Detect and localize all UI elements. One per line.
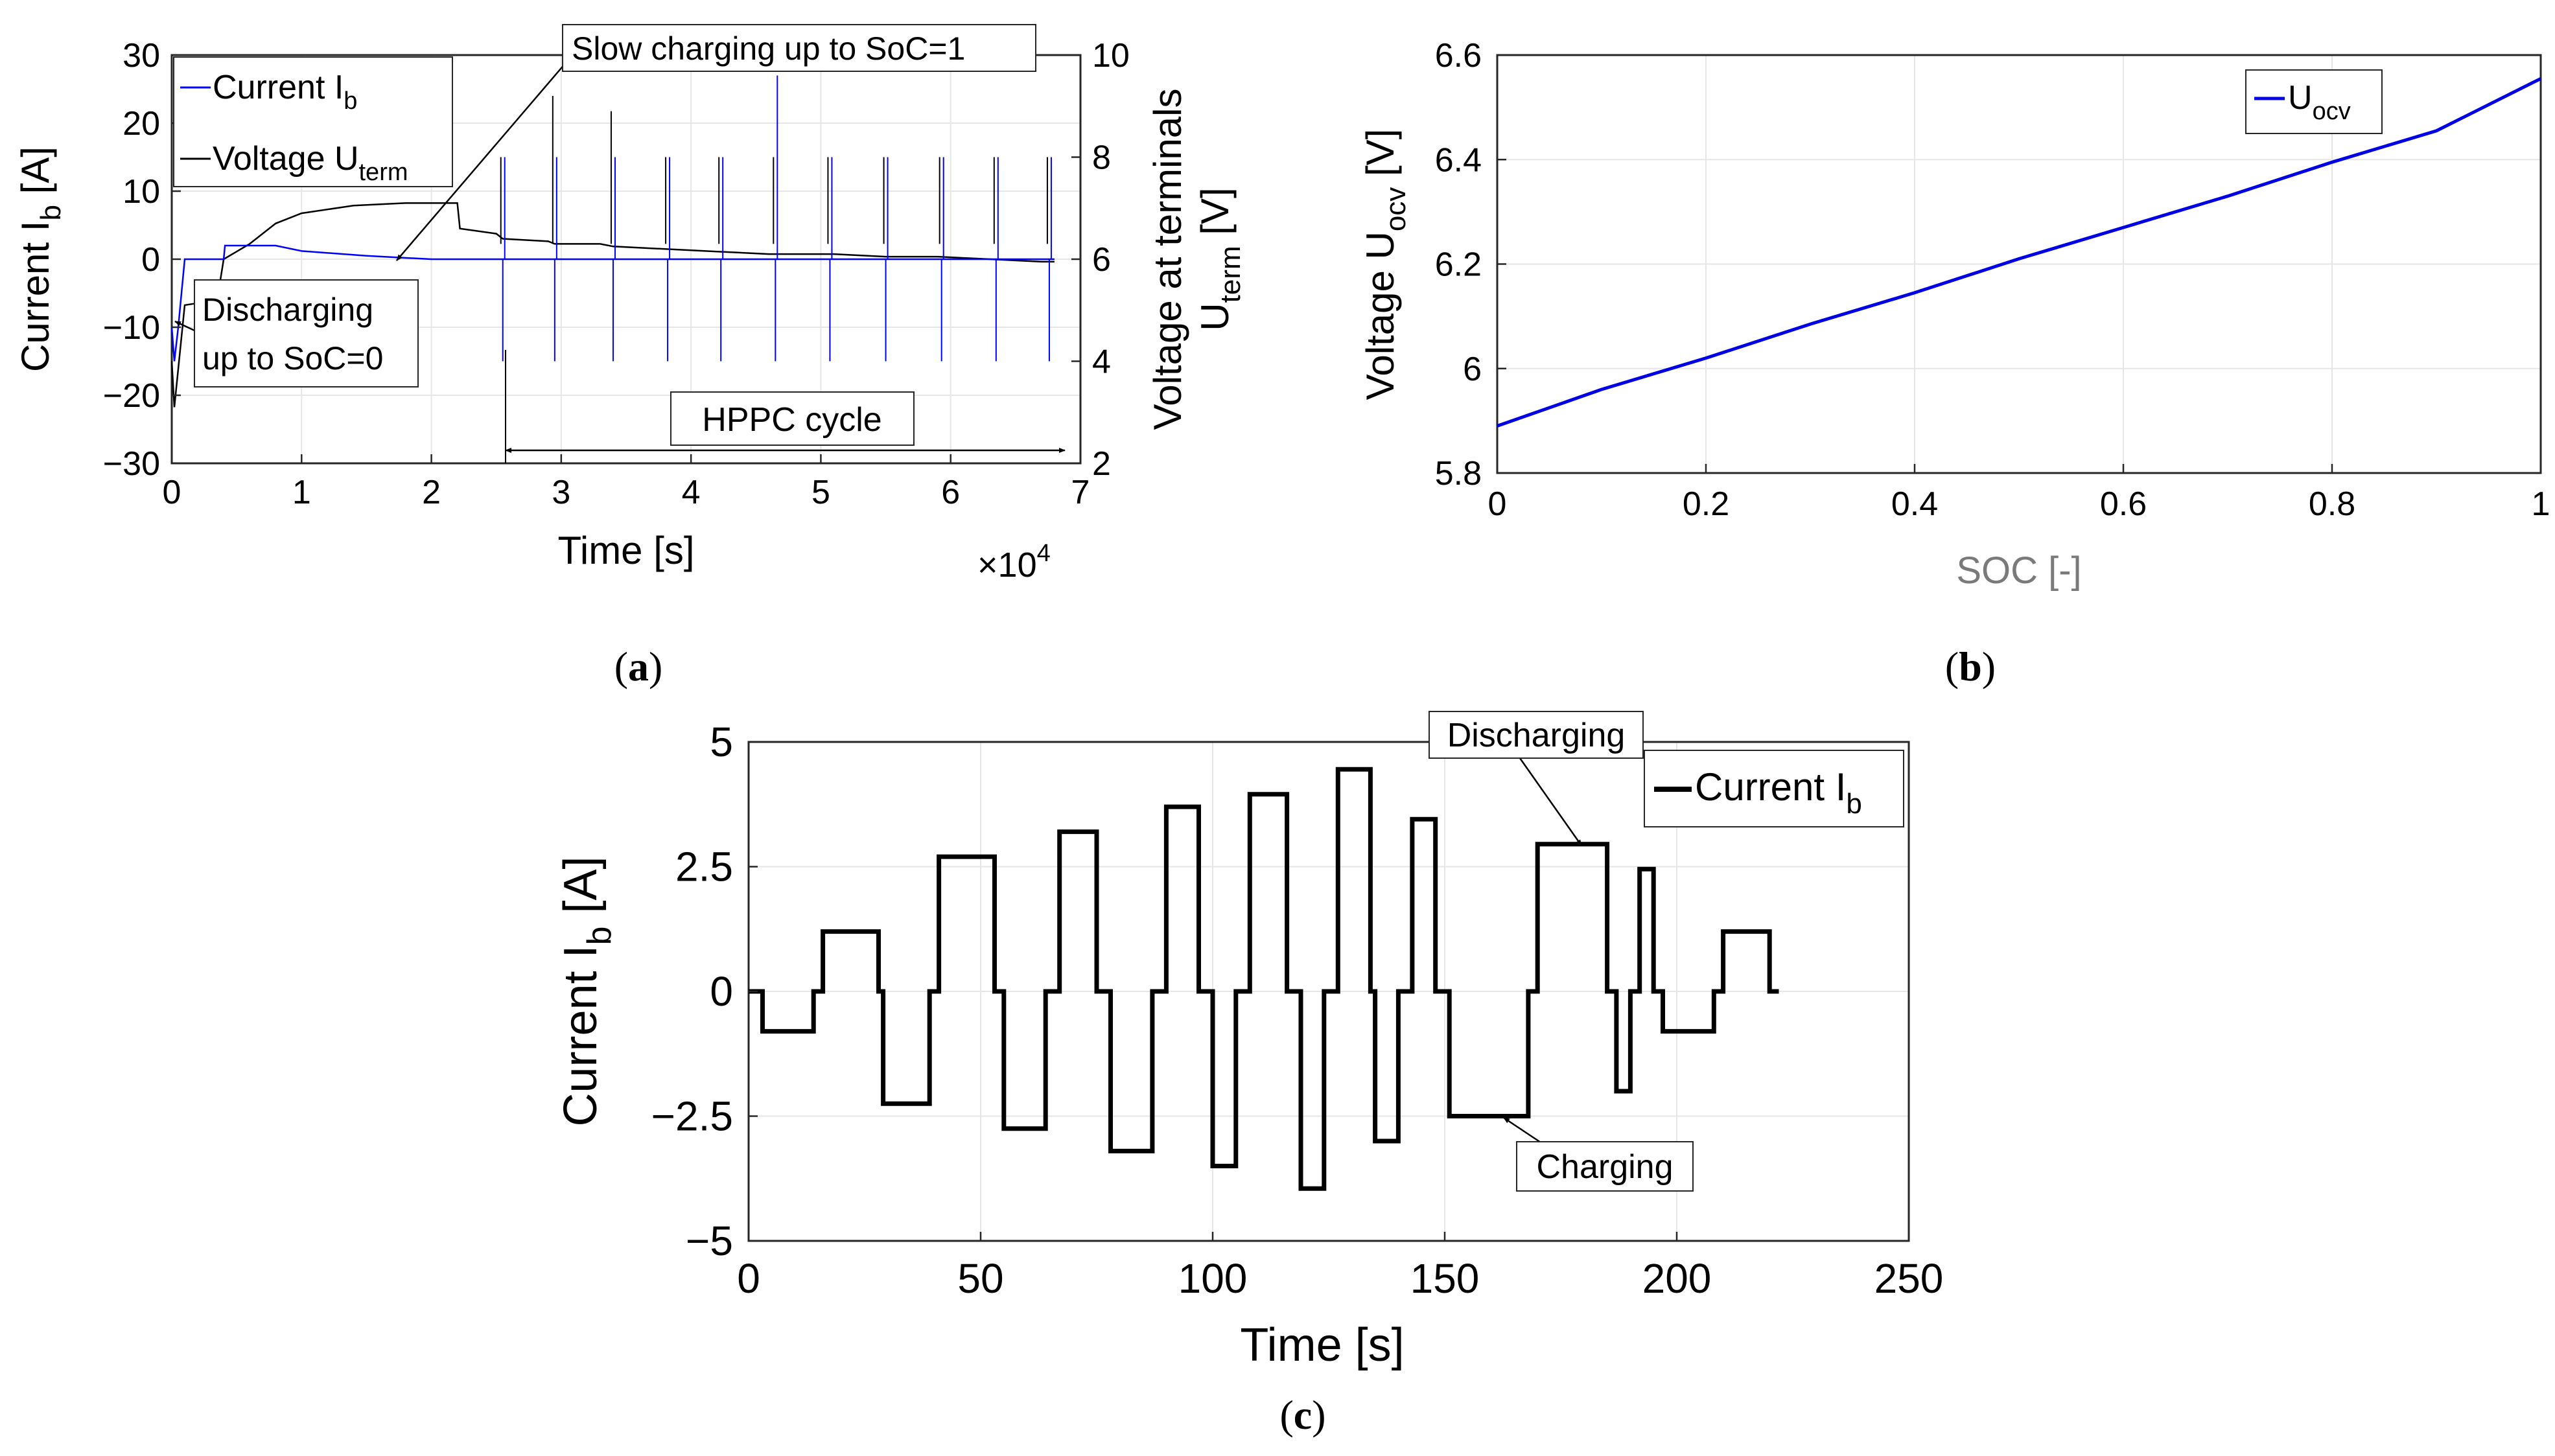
b-y-tick-4: 5.8 (1435, 455, 1482, 492)
a-yr-tick-0: 10 (1092, 37, 1130, 75)
b-x-tick-2: 0.4 (1891, 485, 1938, 523)
annotation-slow-charging: Slow charging up to SoC=1 (396, 24, 1036, 261)
c-y-tick-3: −2.5 (651, 1093, 733, 1140)
c-x-tick-3: 150 (1410, 1255, 1480, 1302)
c-y-tick-0: 5 (710, 719, 733, 765)
b-x-tick-1: 0.2 (1683, 485, 1729, 523)
a-x-tick-4: 4 (682, 474, 701, 511)
a-yl-tick-0: 30 (122, 37, 160, 75)
panel-c-ylabel: Current Ib [A] (555, 856, 618, 1126)
c-x-tick-5: 250 (1874, 1255, 1944, 1302)
a-yr-tick-2: 6 (1092, 241, 1111, 279)
panel-b: 0 0.2 0.4 0.6 0.8 1 6.6 6.4 6.2 6 5.8 Voltage Uocv… (1359, 37, 2550, 689)
annotation-discharging-c-text: Discharging (1447, 717, 1626, 754)
a-yl-tick-6: −30 (103, 445, 160, 483)
b-y-tick-3: 6 (1463, 351, 1482, 388)
a-x-tick-1: 1 (292, 474, 311, 511)
b-x-tick-3: 0.6 (2100, 485, 2147, 523)
panel-a-left-ylabel: Current Ib [A] (14, 146, 67, 372)
panel-a: 0 1 2 3 4 5 6 7 30 20 10 0 −10 −20 −30 10 8 6 4 2 Current I… (14, 24, 1246, 689)
a-yl-tick-2: 10 (122, 173, 160, 211)
panel-a-right-ylabel-line1: Voltage at terminals (1146, 89, 1189, 430)
panel-a-right-ylabel-line2: Uterm [V] (1193, 187, 1246, 330)
series-voltage-line (170, 202, 1055, 408)
a-x-tick-5: 5 (811, 474, 830, 511)
panel-b-grid (1497, 54, 2541, 474)
b-x-tick-4: 0.8 (2309, 485, 2355, 523)
panel-c-legend: Current Ib (1644, 750, 1904, 827)
panel-c-series (749, 767, 1779, 1191)
c-y-tick-2: 0 (710, 968, 733, 1015)
a-x-tick-6: 6 (941, 474, 960, 511)
c-x-tick-0: 0 (737, 1255, 760, 1302)
annotation-charging-c: Charging (1503, 1116, 1694, 1192)
panel-a-caption: (a) (614, 643, 663, 689)
panel-b-xlabel: SOC [-] (1956, 549, 2081, 592)
panel-c-caption: (c) (1279, 1392, 1325, 1438)
panel-c-ticks: 0 50 100 150 200 250 5 2.5 0 −2.5 −5 (651, 719, 1944, 1302)
annotation-hppc: HPPC cycle (505, 350, 1066, 463)
a-yl-tick-3: 0 (141, 241, 160, 279)
series-uocv-line (1497, 77, 2542, 428)
panel-b-caption: (b) (1945, 643, 1996, 689)
annotation-discharging-a: Discharging up to SoC=0 (174, 279, 419, 387)
panel-a-ticks: 0 1 2 3 4 5 6 7 30 20 10 0 −10 −20 −30 10 8 6 4 2 (103, 37, 1130, 511)
b-x-tick-5: 1 (2532, 485, 2550, 523)
c-y-tick-4: −5 (686, 1218, 733, 1264)
c-x-tick-4: 200 (1642, 1255, 1712, 1302)
panel-b-ylabel: Voltage Uocv [V] (1359, 129, 1412, 400)
panel-b-series (1497, 77, 2542, 428)
a-yl-tick-4: −10 (103, 309, 160, 347)
series-current-c-line (749, 767, 1779, 1191)
annotation-hppc-text: HPPC cycle (702, 401, 881, 439)
panel-a-xlabel: Time [s] (557, 529, 694, 572)
a-yr-tick-1: 8 (1092, 139, 1111, 177)
annotation-discharging-line2: up to SoC=0 (202, 340, 383, 376)
a-x-tick-2: 2 (422, 474, 441, 511)
c-x-tick-1: 50 (957, 1255, 1003, 1302)
panel-a-series (170, 75, 1055, 408)
b-y-tick-2: 6.2 (1435, 246, 1482, 284)
annotation-discharging-c: Discharging (1429, 711, 1644, 846)
panel-b-legend: Uocv (2245, 69, 2383, 134)
a-x-tick-0: 0 (163, 474, 181, 511)
panel-a-x-exponent: ×104 (977, 540, 1051, 584)
a-yr-tick-4: 2 (1092, 445, 1111, 483)
c-x-tick-2: 100 (1178, 1255, 1248, 1302)
a-x-tick-7: 7 (1071, 474, 1090, 511)
b-y-tick-0: 6.6 (1435, 37, 1482, 75)
b-y-tick-1: 6.4 (1435, 141, 1482, 179)
panel-c-xlabel: Time [s] (1240, 1319, 1404, 1371)
c-y-tick-1: 2.5 (675, 844, 733, 890)
annotation-slow-charging-text: Slow charging up to SoC=1 (572, 30, 965, 67)
panel-c: 0 50 100 150 200 250 5 2.5 0 −2.5 −5 Current Ib [A… (555, 711, 1943, 1438)
a-x-tick-3: 3 (552, 474, 570, 511)
a-yl-tick-1: 20 (122, 105, 160, 143)
annotation-discharging-line1: Discharging (202, 292, 373, 328)
a-yr-tick-3: 4 (1092, 343, 1111, 381)
a-yl-tick-5: −20 (103, 377, 160, 415)
panel-a-legend: Current Ib Voltage Uterm (173, 56, 453, 187)
b-x-tick-0: 0 (1488, 485, 1507, 523)
annotation-charging-c-text: Charging (1536, 1148, 1673, 1186)
panel-b-ticks: 0 0.2 0.4 0.6 0.8 1 6.6 6.4 6.2 6 5.8 (1435, 37, 2550, 523)
series-current-line (170, 244, 1055, 362)
